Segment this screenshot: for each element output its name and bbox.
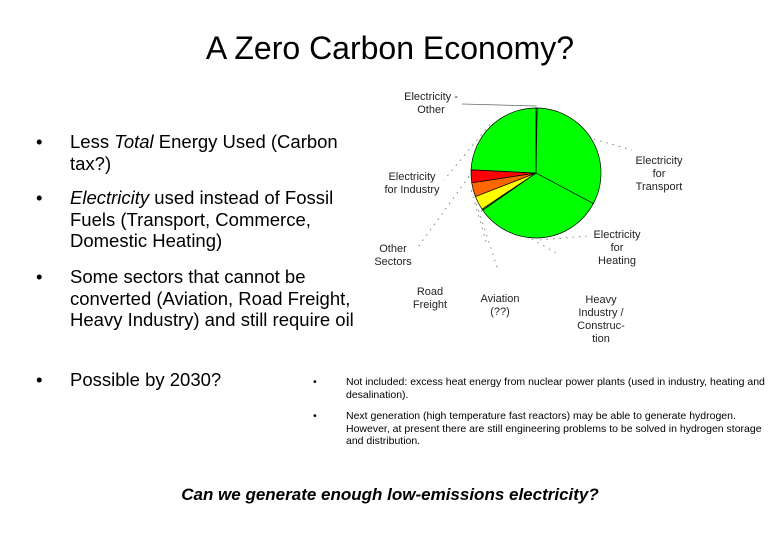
bullet-emphasis: Total bbox=[114, 131, 154, 152]
footnote-item: • Not included: excess heat energy from … bbox=[313, 376, 773, 401]
bullet-symbol: • bbox=[36, 369, 43, 390]
bullet-text: Less Total Energy Used (Carbon tax?) bbox=[70, 131, 370, 174]
pie-slice bbox=[482, 172, 594, 239]
pie-label-heating: Electricity for Heating bbox=[593, 229, 641, 267]
bullet-symbol: • bbox=[36, 131, 43, 152]
footnote-text: Next generation (high temperature fast r… bbox=[346, 410, 762, 447]
bullet-item: • Possible by 2030? bbox=[36, 369, 370, 391]
bullet-text-part: Energy Used (Carbon tax?) bbox=[70, 131, 338, 174]
bullet-item: • Some sectors that cannot be converted … bbox=[36, 266, 370, 331]
pie-label-other: Electricity - Other bbox=[404, 91, 458, 116]
pie-slice bbox=[535, 107, 602, 205]
footnote-item: • Next generation (high temperature fast… bbox=[313, 410, 773, 448]
leader-line-other bbox=[461, 103, 537, 107]
footnote-text: Not included: excess heat energy from nu… bbox=[346, 376, 765, 401]
pie-label-industry: Electricity for Industry bbox=[384, 171, 440, 196]
bullet-text-part: Less bbox=[70, 131, 115, 152]
bullet-symbol: • bbox=[36, 187, 43, 208]
pie-label-sectors: Other Sectors bbox=[374, 243, 412, 268]
bullet-text: Possible by 2030? bbox=[70, 369, 222, 390]
bullet-item: • Electricity used instead of Fossil Fue… bbox=[36, 187, 370, 252]
leader-line-sectors bbox=[417, 176, 470, 248]
bullet-symbol: • bbox=[313, 410, 317, 422]
pie-slice bbox=[470, 107, 537, 174]
pie-label-road: Road Freight bbox=[412, 286, 448, 311]
leader-line-transport bbox=[593, 138, 633, 151]
bullet-text: Some sectors that cannot be converted (A… bbox=[70, 266, 354, 330]
bullet-symbol: • bbox=[313, 376, 317, 388]
leader-line-heating bbox=[539, 235, 589, 241]
pie-label-transport: Electricity for Transport bbox=[635, 155, 683, 193]
bullet-emphasis: Electricity bbox=[70, 187, 150, 208]
pie-label-heavy: Heavy Industry / Construc-tion bbox=[577, 294, 625, 345]
bullet-text-part: used instead of Fossil Fuels (Transport,… bbox=[70, 187, 334, 251]
bullet-symbol: • bbox=[36, 266, 43, 287]
closing-question: Can we generate enough low-emissions ele… bbox=[181, 485, 599, 504]
bullet-text: Electricity used instead of Fossil Fuels… bbox=[70, 187, 370, 252]
bullet-item: • Less Total Energy Used (Carbon tax?) bbox=[36, 131, 370, 174]
pie-label-aviation: Aviation (??) bbox=[480, 293, 520, 318]
slide-title: A Zero Carbon Economy? bbox=[205, 30, 575, 66]
